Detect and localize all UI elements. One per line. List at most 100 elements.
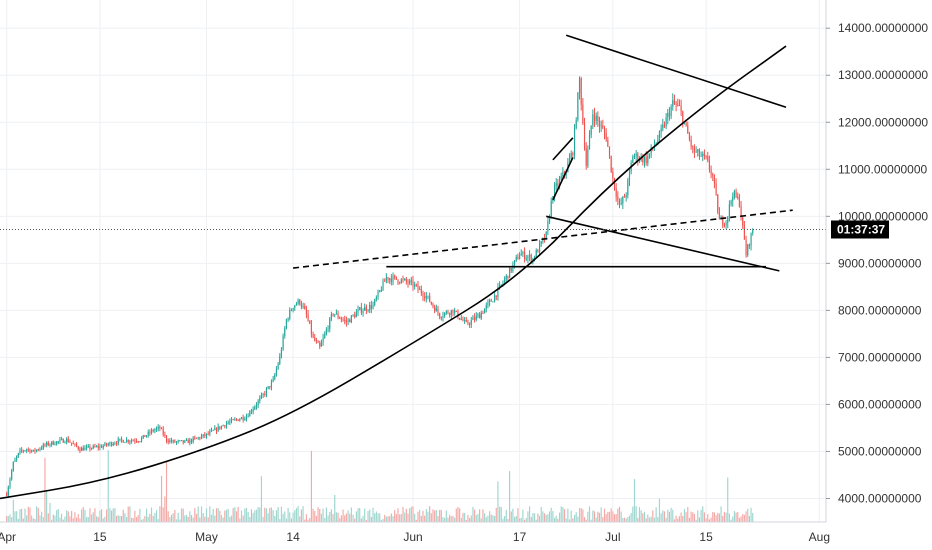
volume-bar xyxy=(527,511,529,522)
volume-bar xyxy=(325,507,327,522)
candle-body xyxy=(510,267,512,271)
volume-bar xyxy=(6,515,8,522)
volume-bar xyxy=(322,508,324,522)
volume-bar xyxy=(509,471,511,522)
candle-body xyxy=(620,203,622,205)
candle-body xyxy=(742,217,744,225)
candle-body xyxy=(205,433,208,437)
candle-body xyxy=(382,280,384,291)
candle-body xyxy=(487,302,489,306)
candle-body xyxy=(395,276,397,280)
candle-body xyxy=(500,284,502,286)
volume-bar xyxy=(107,450,109,522)
candle-body xyxy=(359,307,361,310)
candle-body xyxy=(575,119,577,129)
candle-body xyxy=(623,196,626,198)
volume-bar xyxy=(510,511,512,522)
volume-bar xyxy=(284,511,286,522)
candle-body xyxy=(214,428,216,431)
volume-bar xyxy=(259,507,261,522)
volume-bar xyxy=(145,508,148,522)
candle-body xyxy=(304,306,306,310)
volume-bar xyxy=(37,507,39,522)
candle-body xyxy=(254,406,256,410)
volume-bar xyxy=(82,507,84,522)
candle-body xyxy=(312,333,314,338)
volume-bar xyxy=(202,513,204,522)
candle-body xyxy=(705,155,707,157)
candle-body xyxy=(635,153,637,156)
volume-bar xyxy=(147,516,149,522)
volume-bar xyxy=(204,516,206,522)
volume-bar xyxy=(390,513,392,522)
volume-bar xyxy=(467,514,469,522)
volume-bar xyxy=(182,508,184,522)
volume-bar xyxy=(52,514,54,522)
candle-body xyxy=(37,449,39,451)
candle-body xyxy=(558,178,561,186)
candle-body xyxy=(82,447,84,451)
volume-bar xyxy=(692,512,694,522)
candle-body xyxy=(197,437,199,439)
candle-body xyxy=(51,441,53,445)
volume-bar xyxy=(653,517,656,522)
volume-bar xyxy=(352,514,354,522)
candle-body xyxy=(39,448,41,450)
candle-body xyxy=(464,319,466,321)
candle-body xyxy=(420,289,422,294)
volume-bar xyxy=(177,512,179,522)
candle-body xyxy=(239,419,241,421)
volume-bar xyxy=(660,513,662,522)
volume-bar xyxy=(520,517,522,522)
candle-body xyxy=(665,117,667,127)
volume-bar xyxy=(187,516,189,522)
candle-body xyxy=(150,430,153,433)
trend-drawings[interactable] xyxy=(0,34,793,500)
candle-body xyxy=(400,279,402,283)
candle-body xyxy=(302,306,304,308)
volume-bar xyxy=(580,508,582,522)
volume-bar xyxy=(397,508,399,522)
candle-body xyxy=(6,493,8,496)
candle-body xyxy=(717,194,719,213)
volume-bar xyxy=(405,508,407,522)
candle-body xyxy=(399,282,401,284)
volume-bar xyxy=(643,511,646,522)
candle-body xyxy=(269,386,271,388)
volume-bar xyxy=(309,518,311,522)
volume-bar xyxy=(227,508,229,522)
candle-body xyxy=(147,431,149,436)
candle-body xyxy=(79,449,81,452)
candle-body xyxy=(625,195,627,198)
y-axis[interactable]: 4000.00000000 5000.00000000 6000.00000000 7… xyxy=(826,21,928,505)
candle-body xyxy=(662,124,664,129)
candlesticks[interactable] xyxy=(6,76,754,497)
volume-bar xyxy=(505,509,507,522)
volume-bar xyxy=(620,511,622,522)
candle-body xyxy=(279,356,281,364)
candle-body xyxy=(282,335,284,350)
candle-body xyxy=(31,450,33,453)
candle-body xyxy=(122,440,124,443)
candle-body xyxy=(334,314,336,316)
candle-body xyxy=(695,151,697,153)
candle-body xyxy=(547,221,549,232)
volume-bar xyxy=(239,518,241,522)
volume-bar xyxy=(17,518,19,522)
y-tick-label: 7000.00000000 xyxy=(838,350,922,364)
x-axis[interactable]: Apr 15 May 14 Jun 17 Jul 15 Aug xyxy=(0,530,830,544)
volume-bar xyxy=(304,519,306,522)
candle-body xyxy=(290,310,293,312)
volume-bar xyxy=(380,519,382,522)
candle-body xyxy=(184,440,186,443)
volume-bar xyxy=(199,517,201,522)
x-tick-label: 15 xyxy=(93,530,107,544)
candle-body xyxy=(419,289,421,291)
candle-body xyxy=(195,437,198,439)
candle-body xyxy=(77,446,79,450)
candle-body xyxy=(533,257,536,259)
volume-bar xyxy=(345,513,347,522)
candle-body xyxy=(44,444,46,446)
